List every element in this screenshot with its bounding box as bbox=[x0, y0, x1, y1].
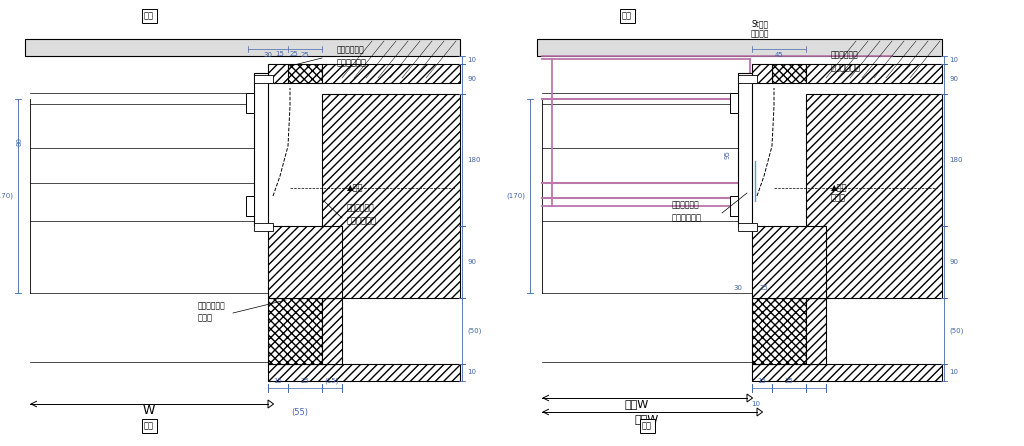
Text: 180: 180 bbox=[467, 157, 480, 163]
Bar bbox=[322, 94, 460, 298]
Bar bbox=[268, 226, 342, 298]
Text: 80: 80 bbox=[17, 136, 23, 145]
Bar bbox=[322, 298, 342, 364]
Bar bbox=[806, 298, 826, 364]
Text: (15): (15) bbox=[325, 378, 339, 384]
Bar bbox=[730, 196, 738, 216]
Text: （別途工事）: （別途工事） bbox=[337, 45, 365, 54]
Text: 10: 10 bbox=[949, 57, 958, 63]
Bar bbox=[254, 223, 273, 231]
Bar bbox=[730, 93, 738, 113]
Text: 45: 45 bbox=[774, 52, 783, 58]
Text: 25: 25 bbox=[301, 378, 309, 384]
Text: （別途工事）: （別途工事） bbox=[198, 301, 225, 310]
Bar bbox=[25, 39, 460, 56]
Text: W: W bbox=[142, 405, 156, 417]
Bar bbox=[322, 64, 460, 83]
Text: モルタル充填: モルタル充填 bbox=[347, 216, 377, 226]
Text: 内部: 内部 bbox=[144, 421, 154, 430]
Text: 新設W: 新設W bbox=[625, 399, 649, 409]
Text: 30: 30 bbox=[263, 52, 272, 58]
Text: 外部: 外部 bbox=[144, 12, 154, 21]
Text: St曲物: St曲物 bbox=[752, 20, 769, 29]
Text: (170): (170) bbox=[0, 193, 13, 199]
Bar bbox=[806, 64, 942, 83]
Text: (50): (50) bbox=[467, 328, 481, 334]
Text: 90: 90 bbox=[467, 259, 476, 265]
Text: 15: 15 bbox=[275, 51, 285, 57]
Bar bbox=[254, 75, 273, 83]
Bar bbox=[288, 64, 322, 83]
Text: シーリング材: シーリング材 bbox=[337, 58, 367, 67]
Text: 既存W: 既存W bbox=[635, 414, 659, 424]
Bar bbox=[752, 298, 806, 364]
Text: 30: 30 bbox=[733, 285, 742, 291]
Bar bbox=[268, 298, 322, 364]
Bar bbox=[246, 196, 254, 216]
Text: 木端縁: 木端縁 bbox=[198, 314, 213, 322]
Text: 10: 10 bbox=[752, 401, 761, 407]
Bar bbox=[738, 73, 752, 226]
Text: 95: 95 bbox=[724, 150, 730, 159]
Text: (55): (55) bbox=[292, 408, 308, 417]
Bar bbox=[772, 64, 806, 83]
Text: 25: 25 bbox=[290, 51, 298, 57]
Bar bbox=[752, 64, 772, 83]
Text: 内部: 内部 bbox=[642, 421, 652, 430]
Text: 既存枠: 既存枠 bbox=[831, 194, 846, 202]
Text: 15: 15 bbox=[758, 378, 766, 384]
Text: 取付下地: 取付下地 bbox=[751, 29, 769, 38]
Text: （別途工事）: （別途工事） bbox=[672, 201, 699, 210]
Text: （別途工事）: （別途工事） bbox=[831, 50, 859, 59]
Bar bbox=[752, 364, 942, 381]
Text: 10: 10 bbox=[467, 369, 476, 376]
Bar bbox=[268, 64, 288, 83]
Text: 25: 25 bbox=[760, 285, 768, 291]
Text: 10: 10 bbox=[949, 369, 958, 376]
Text: 90: 90 bbox=[467, 76, 476, 82]
Bar bbox=[537, 39, 942, 56]
Bar bbox=[246, 93, 254, 113]
Text: シーリング材: シーリング材 bbox=[831, 63, 861, 73]
Text: 25: 25 bbox=[784, 378, 794, 384]
Bar bbox=[806, 94, 942, 298]
Bar bbox=[254, 73, 268, 226]
Text: 外部: 外部 bbox=[622, 12, 632, 21]
Text: 10: 10 bbox=[467, 57, 476, 63]
Text: （別途工事）: （別途工事） bbox=[347, 203, 375, 212]
Text: ▲壁芯: ▲壁芯 bbox=[831, 183, 848, 193]
Text: 15: 15 bbox=[273, 378, 283, 384]
Text: 90: 90 bbox=[949, 76, 958, 82]
Bar bbox=[268, 364, 460, 381]
Text: シーリング材: シーリング材 bbox=[672, 214, 702, 223]
Text: 90: 90 bbox=[949, 259, 958, 265]
Text: 25: 25 bbox=[301, 52, 309, 58]
Bar bbox=[738, 223, 757, 231]
Text: 180: 180 bbox=[949, 157, 963, 163]
Text: ▲壁芯: ▲壁芯 bbox=[347, 183, 364, 193]
Bar bbox=[752, 226, 826, 298]
Bar bbox=[738, 75, 757, 83]
Text: (170): (170) bbox=[506, 193, 525, 199]
Text: (50): (50) bbox=[949, 328, 964, 334]
